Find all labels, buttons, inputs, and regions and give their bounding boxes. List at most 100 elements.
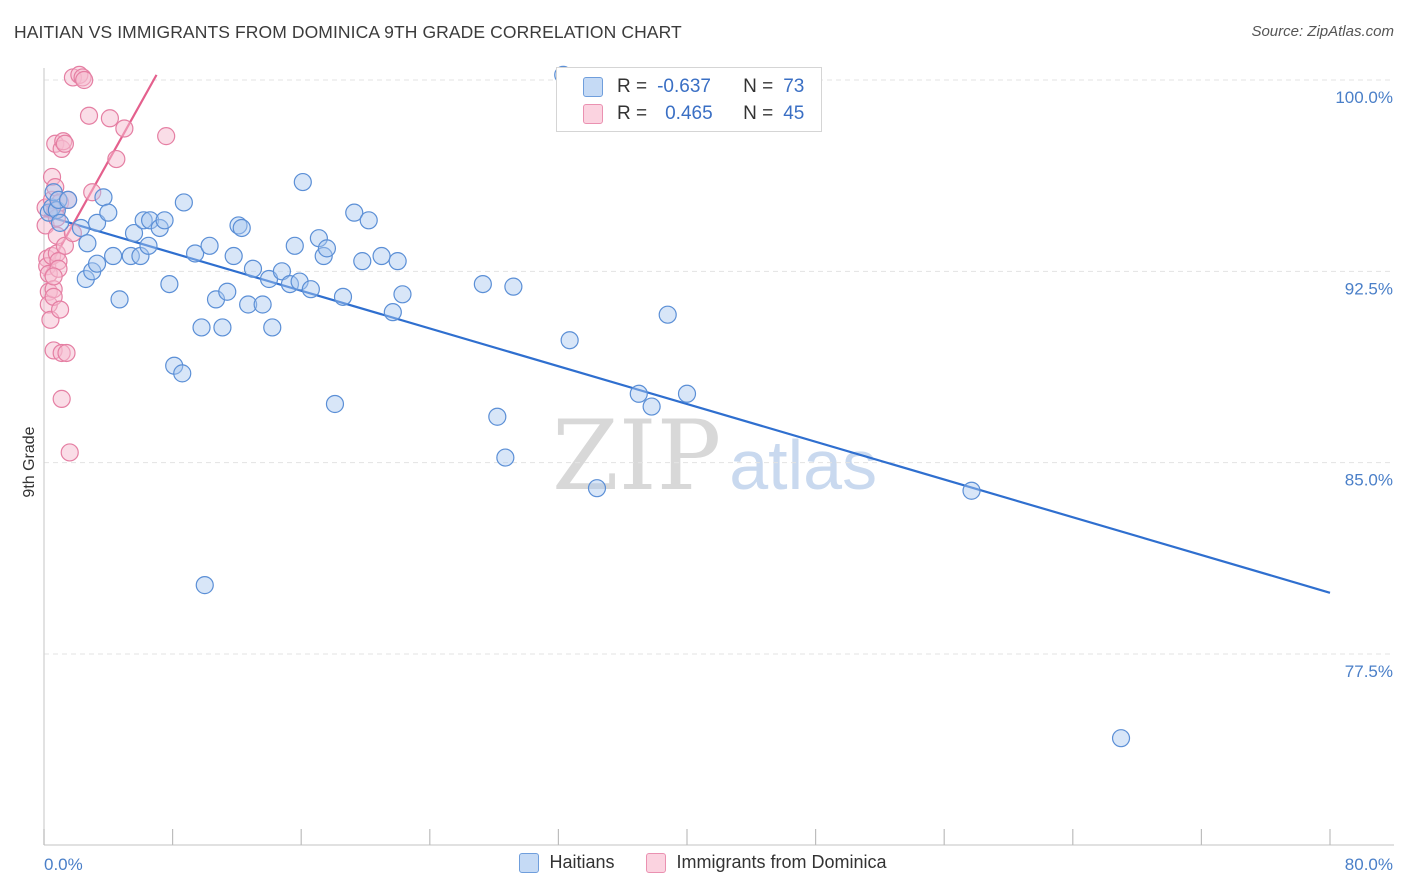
data-point-dominica [107, 149, 126, 169]
watermark: ZIP atlas [552, 400, 877, 512]
data-point-haitians [285, 236, 304, 255]
legend-row-dominica: R = 0.465 N = 45 [557, 100, 804, 128]
data-point-haitians [629, 384, 648, 403]
data-point-haitians [229, 216, 248, 235]
data-point-haitians [243, 259, 263, 278]
legend-row-haitians: R = -0.637 N = 73 [557, 73, 804, 101]
data-point-haitians [49, 190, 68, 210]
data-point-haitians [317, 239, 337, 258]
data-point-haitians [642, 397, 661, 416]
data-point-haitians [393, 285, 412, 304]
data-point-haitians [213, 318, 232, 337]
points-haitians [39, 65, 1131, 748]
legend-n-value: 73 [783, 76, 805, 97]
data-point-haitians [59, 190, 78, 210]
legend-item-dominica[interactable]: Immigrants from Dominica [646, 852, 887, 873]
legend-swatch-dominica [646, 852, 667, 873]
y-tick-label: 92.5% [1345, 279, 1393, 298]
data-point-haitians [232, 218, 251, 238]
chart-title: HAITIAN VS IMMIGRANTS FROM DOMINICA 9TH … [14, 22, 682, 42]
data-point-haitians [488, 407, 507, 426]
data-point-dominica [100, 109, 120, 128]
data-point-haitians [71, 218, 91, 238]
data-point-haitians [333, 287, 353, 306]
data-point-haitians [94, 188, 113, 207]
data-point-haitians [353, 252, 372, 271]
data-point-haitians [473, 274, 492, 294]
data-point-haitians [962, 481, 981, 500]
data-point-haitians [200, 236, 219, 255]
axes [43, 68, 1394, 846]
data-point-dominica [52, 389, 71, 408]
data-point-dominica [50, 300, 70, 319]
y-axis-label: 9th Grade [21, 426, 38, 497]
legend-r-label: R = [617, 103, 648, 124]
data-point-haitians [140, 211, 160, 230]
data-point-haitians [677, 384, 697, 403]
data-point-haitians [1111, 729, 1131, 748]
legend-swatch-blue [583, 77, 603, 97]
legend-item-haitians[interactable]: Haitians [519, 852, 614, 873]
data-point-haitians [99, 203, 118, 222]
legend-r-label: R = [617, 76, 648, 97]
data-point-haitians [560, 331, 579, 350]
data-point-haitians [253, 295, 272, 314]
data-point-dominica [57, 343, 76, 363]
data-point-dominica [83, 183, 102, 202]
data-point-haitians [293, 172, 312, 192]
data-point-haitians [195, 576, 214, 595]
data-point-haitians [658, 305, 677, 324]
watermark-zip: ZIP [552, 400, 722, 512]
legend-n-value: 45 [783, 103, 805, 124]
data-point-haitians [78, 234, 97, 253]
data-point-haitians [110, 290, 129, 309]
data-point-haitians [104, 246, 123, 266]
stats-legend: R = -0.637 N = 73 R = 0.465 N = 45 [556, 67, 822, 132]
data-point-haitians [239, 295, 258, 314]
y-tick-label: 85.0% [1345, 471, 1393, 490]
data-point-dominica [44, 267, 63, 286]
data-point-haitians [121, 246, 140, 266]
data-point-haitians [139, 236, 158, 255]
data-point-haitians [496, 448, 515, 467]
data-point-haitians [124, 223, 144, 243]
legend-label-dominica: Immigrants from Dominica [676, 852, 887, 872]
data-point-haitians [372, 246, 391, 266]
data-point-dominica [55, 134, 74, 153]
data-point-haitians [192, 318, 211, 337]
source-label: Source: ZipAtlas.com [1251, 23, 1394, 40]
data-point-dominica [75, 70, 94, 90]
data-point-dominica [60, 443, 79, 462]
legend-r-value: 0.465 [665, 103, 713, 124]
data-point-haitians [87, 254, 107, 273]
legend-swatch-pink [583, 104, 603, 124]
y-tick-label: 77.5% [1345, 662, 1393, 681]
data-point-haitians [155, 211, 174, 230]
data-point-haitians [224, 246, 243, 266]
gridlines [44, 79, 1394, 655]
y-tick-labels: 100.0% 92.5% 85.0% 77.5% [1335, 88, 1393, 681]
data-point-haitians [359, 211, 378, 230]
data-point-haitians [587, 479, 607, 498]
trendline-haitians [43, 214, 1331, 594]
data-point-dominica [157, 127, 176, 146]
legend-label-haitians: Haitians [549, 852, 615, 872]
data-point-haitians [87, 213, 107, 232]
data-point-haitians [186, 244, 205, 263]
x-tick-max: 80.0% [1345, 855, 1393, 874]
data-point-haitians [504, 277, 523, 296]
data-point-haitians [388, 252, 407, 271]
data-point-haitians [325, 394, 345, 414]
data-point-haitians [173, 364, 192, 383]
data-point-haitians [174, 193, 193, 212]
data-point-haitians [345, 203, 364, 222]
data-point-haitians [301, 280, 320, 299]
legend-n-label: N = [743, 76, 774, 97]
data-point-haitians [383, 303, 402, 322]
legend-swatch-haitians [519, 852, 540, 873]
data-point-dominica [79, 106, 99, 125]
data-point-haitians [263, 318, 282, 337]
data-point-haitians [218, 282, 237, 301]
y-tick-label: 100.0% [1335, 88, 1393, 107]
legend-n-label: N = [743, 103, 774, 124]
